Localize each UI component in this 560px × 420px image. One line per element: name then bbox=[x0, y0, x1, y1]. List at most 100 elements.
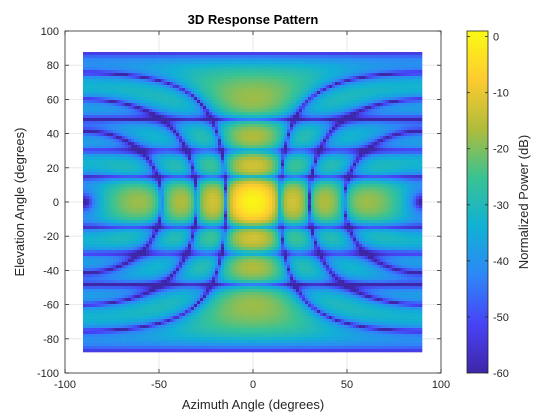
heatmap-cell bbox=[365, 178, 369, 182]
heatmap-cell bbox=[164, 127, 168, 131]
heatmap-cell bbox=[185, 172, 189, 176]
heatmap-cell bbox=[140, 82, 144, 86]
heatmap-cell bbox=[260, 64, 264, 68]
heatmap-cell bbox=[218, 136, 222, 140]
heatmap-cell bbox=[131, 166, 135, 170]
heatmap-cell bbox=[173, 109, 177, 113]
heatmap-cell bbox=[110, 133, 114, 137]
heatmap-cell bbox=[191, 148, 195, 152]
heatmap-cell bbox=[122, 139, 126, 143]
heatmap-cell bbox=[380, 91, 384, 95]
heatmap-cell bbox=[365, 142, 369, 146]
heatmap-cell bbox=[182, 133, 186, 137]
heatmap-cell bbox=[209, 169, 213, 173]
heatmap-cell bbox=[230, 79, 234, 83]
heatmap-cell bbox=[398, 115, 402, 119]
heatmap-cell bbox=[146, 172, 150, 176]
heatmap-cell bbox=[350, 121, 354, 125]
heatmap-cell bbox=[173, 133, 177, 137]
heatmap-cell bbox=[143, 106, 147, 110]
heatmap-cell bbox=[404, 151, 408, 155]
heatmap-cell bbox=[215, 157, 219, 161]
heatmap-cell bbox=[110, 106, 114, 110]
heatmap-cell bbox=[206, 154, 210, 158]
heatmap-cell bbox=[419, 112, 423, 116]
heatmap-cell bbox=[89, 73, 93, 77]
heatmap-cell bbox=[263, 82, 267, 86]
heatmap-cell bbox=[251, 127, 255, 131]
heatmap-cell bbox=[353, 121, 357, 125]
heatmap-cell bbox=[122, 70, 126, 74]
heatmap-cell bbox=[323, 172, 327, 176]
heatmap-cell bbox=[287, 67, 291, 71]
heatmap-cell bbox=[380, 127, 384, 131]
heatmap-cell bbox=[344, 154, 348, 158]
heatmap-cell bbox=[308, 109, 312, 113]
heatmap-cell bbox=[326, 88, 330, 92]
heatmap-cell bbox=[185, 58, 189, 62]
heatmap-cell bbox=[269, 94, 273, 98]
heatmap-cell bbox=[275, 106, 279, 110]
heatmap-cell bbox=[113, 121, 117, 125]
heatmap-cell bbox=[257, 97, 261, 101]
heatmap-cell bbox=[167, 160, 171, 164]
heatmap-cell bbox=[413, 79, 417, 83]
heatmap-cell bbox=[110, 61, 114, 65]
heatmap-cell bbox=[353, 130, 357, 134]
heatmap-cell bbox=[248, 151, 252, 155]
heatmap-cell bbox=[122, 121, 126, 125]
heatmap-cell bbox=[380, 145, 384, 149]
heatmap-cell bbox=[272, 109, 276, 113]
heatmap-cell bbox=[116, 88, 120, 92]
heatmap-cell bbox=[401, 157, 405, 161]
heatmap-cell bbox=[335, 145, 339, 149]
heatmap-cell bbox=[212, 58, 216, 62]
heatmap-cell bbox=[239, 76, 243, 80]
heatmap-cell bbox=[83, 79, 87, 83]
heatmap-cell bbox=[227, 79, 231, 83]
heatmap-cell bbox=[140, 97, 144, 101]
heatmap-cell bbox=[263, 178, 267, 182]
heatmap-cell bbox=[140, 151, 144, 155]
heatmap-cell bbox=[122, 67, 126, 71]
heatmap-cell bbox=[191, 88, 195, 92]
heatmap-cell bbox=[83, 175, 87, 179]
heatmap-cell bbox=[386, 97, 390, 101]
heatmap-cell bbox=[101, 61, 105, 65]
heatmap-cell bbox=[95, 85, 99, 89]
heatmap-cell bbox=[416, 118, 420, 122]
heatmap-cell bbox=[125, 178, 129, 182]
heatmap-cell bbox=[185, 157, 189, 161]
heatmap-cell bbox=[245, 109, 249, 113]
heatmap-cell bbox=[239, 97, 243, 101]
heatmap-cell bbox=[365, 130, 369, 134]
heatmap-cell bbox=[89, 118, 93, 122]
heatmap-cell bbox=[377, 178, 381, 182]
heatmap-cell bbox=[131, 79, 135, 83]
heatmap-cell bbox=[95, 97, 99, 101]
heatmap-cell bbox=[410, 112, 414, 116]
heatmap-cell bbox=[287, 55, 291, 59]
heatmap-cell bbox=[419, 181, 423, 185]
heatmap-cell bbox=[332, 52, 336, 56]
heatmap-cell bbox=[281, 145, 285, 149]
heatmap-cell bbox=[215, 91, 219, 95]
heatmap-cell bbox=[302, 88, 306, 92]
heatmap-cell bbox=[179, 166, 183, 170]
heatmap-cell bbox=[323, 91, 327, 95]
heatmap-cell bbox=[416, 76, 420, 80]
heatmap-cell bbox=[248, 88, 252, 92]
heatmap-cell bbox=[146, 151, 150, 155]
heatmap-cell bbox=[92, 85, 96, 89]
heatmap-cell bbox=[278, 58, 282, 62]
heatmap-cell bbox=[362, 94, 366, 98]
heatmap-cell bbox=[101, 133, 105, 137]
heatmap-cell bbox=[398, 142, 402, 146]
heatmap-cell bbox=[401, 76, 405, 80]
heatmap-cell bbox=[296, 106, 300, 110]
heatmap-cell bbox=[137, 58, 141, 62]
heatmap-cell bbox=[293, 154, 297, 158]
heatmap-cell bbox=[281, 100, 285, 104]
heatmap-cell bbox=[182, 175, 186, 179]
heatmap-cell bbox=[275, 160, 279, 164]
